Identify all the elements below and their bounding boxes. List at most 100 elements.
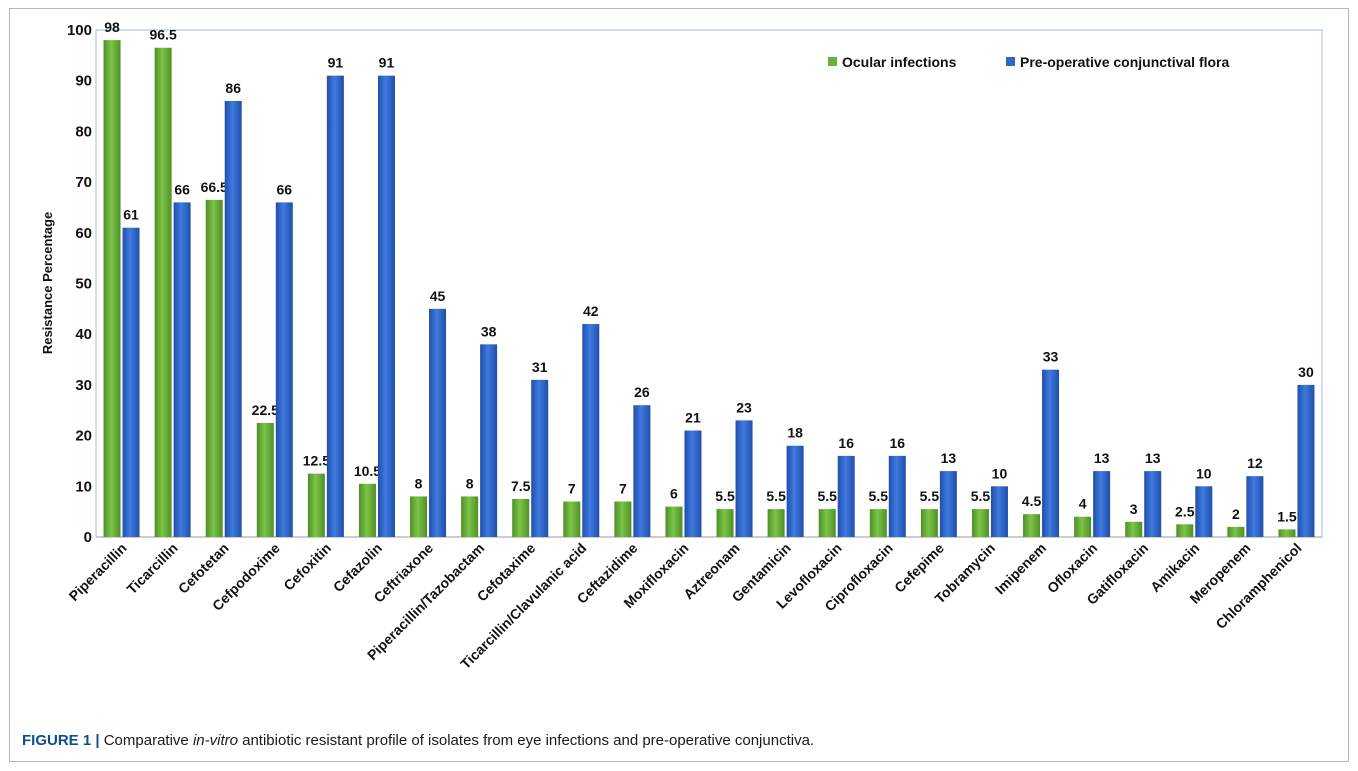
bar-series2-22 [1195,486,1213,537]
bar-series2-5 [326,75,344,537]
data-label-series2-6: 91 [379,55,395,71]
bar-series1-13 [716,509,734,537]
bar-series1-5 [307,473,325,537]
data-label-series2-10: 42 [583,303,599,319]
data-label-series2-14: 18 [787,425,803,441]
bar-series2-18 [990,486,1008,537]
bar-series2-17 [939,471,957,537]
data-label-series2-11: 26 [634,384,650,400]
data-label-series2-7: 45 [430,288,446,304]
bar-series2-24 [1297,384,1315,537]
bar-series2-13 [735,420,753,537]
data-label-series1-6: 10.5 [354,463,381,479]
legend-swatch-series2 [1006,57,1015,66]
x-tick-label: Imipenem [992,540,1050,598]
y-tick-label: 90 [75,73,92,90]
legend-label-series2: Pre-operative conjunctival flora [1020,54,1229,70]
bar-series1-8 [461,496,479,537]
caption-italic: in-vitro [192,732,238,749]
data-label-series2-21: 13 [1145,450,1161,466]
data-label-series2-15: 16 [838,435,854,451]
data-label-series2-8: 38 [481,323,497,339]
data-label-series1-10: 7 [568,481,576,497]
caption-lead: FIGURE 1 | [22,732,100,749]
x-tick-label: Piperacillin [66,540,130,604]
data-label-series2-1: 61 [123,207,139,223]
bar-series2-15 [837,455,855,537]
data-label-series1-16: 5.5 [869,488,889,504]
bar-series1-7 [410,496,428,537]
bar-series2-10 [582,324,600,537]
y-tick-label: 50 [75,276,92,293]
bar-series1-24 [1278,529,1296,537]
x-axis-ticks: PiperacillinTicarcillinCefotetanCefpodox… [66,540,1305,672]
data-label-series1-2: 96.5 [150,27,177,43]
bar-series1-10 [563,501,581,537]
y-tick-label: 70 [75,174,92,191]
data-label-series1-19: 4.5 [1022,493,1042,509]
bar-series2-9 [531,379,549,537]
figure-frame [9,8,1349,762]
data-label-series2-23: 12 [1247,455,1263,471]
bar-series2-16 [888,455,906,537]
data-label-series2-3: 86 [225,80,241,96]
y-tick-label: 30 [75,377,92,394]
y-tick-label: 0 [84,529,92,546]
data-label-series1-17: 5.5 [920,488,940,504]
y-tick-label: 40 [75,326,92,343]
x-tick-label: Cefoxitin [280,540,334,594]
bar-series1-11 [614,501,632,537]
bar-series1-4 [256,422,274,537]
data-label-series1-5: 12.5 [303,453,330,469]
bar-series1-12 [665,506,683,537]
bar-series1-16 [869,509,887,537]
caption-text-after: antibiotic resistant profile of isolates… [242,732,815,749]
bar-series1-18 [971,509,989,537]
y-axis-ticks: 0 10 20 30 40 50 60 70 80 90 100 [67,22,92,546]
y-tick-label: 80 [75,123,92,140]
data-label-series1-23: 2 [1232,506,1240,522]
bar-series2-3 [224,100,242,537]
y-tick-label: 10 [75,478,92,495]
y-tick-label: 100 [67,22,92,39]
bar-series2-2 [173,202,191,537]
bar-series1-20 [1074,516,1092,537]
data-label-series2-16: 16 [890,435,906,451]
data-label-series1-15: 5.5 [817,488,837,504]
y-tick-label: 60 [75,225,92,242]
data-label-series1-11: 7 [619,481,627,497]
y-tick-label: 20 [75,428,92,445]
bar-series2-1 [122,227,140,538]
data-label-series2-9: 31 [532,359,548,375]
data-label-series2-18: 10 [992,465,1008,481]
bars-group: 98 96.566.522.512.510.58 8 7.5 7 7 6 5.5 5.5 5.5 5… [103,19,1315,538]
figure-caption: FIGURE 1 | Comparative in-vitro antibiot… [22,732,814,749]
bar-series2-19 [1042,369,1060,537]
data-label-series1-1: 98 [104,19,120,35]
data-label-series2-5: 91 [328,55,344,71]
bar-series1-9 [512,498,530,537]
bar-series2-4 [275,202,293,537]
bar-series2-6 [377,75,395,537]
data-label-series2-2: 66 [174,181,190,197]
bar-series2-11 [633,405,651,537]
bar-series2-14 [786,445,804,537]
data-label-series1-8: 8 [466,475,474,491]
data-label-series2-13: 23 [736,399,752,415]
data-label-series1-9: 7.5 [511,478,531,494]
bar-series1-22 [1176,524,1194,537]
legend-label-series1: Ocular infections [842,54,957,70]
bar-series1-1 [103,40,121,537]
bar-series1-21 [1125,521,1143,537]
bar-series1-19 [1023,514,1041,537]
data-label-series1-22: 2.5 [1175,503,1195,519]
data-label-series2-12: 21 [685,410,701,426]
bar-series2-8 [480,344,498,537]
bar-series1-3 [205,199,223,537]
bar-series2-20 [1093,471,1111,537]
legend: Ocular infections Pre-operative conjuncti… [828,54,1229,70]
data-label-series2-20: 13 [1094,450,1110,466]
data-label-series1-13: 5.5 [715,488,735,504]
caption-text-before: Comparative [103,732,189,749]
y-axis-label: Resistance Percentage [40,212,55,354]
